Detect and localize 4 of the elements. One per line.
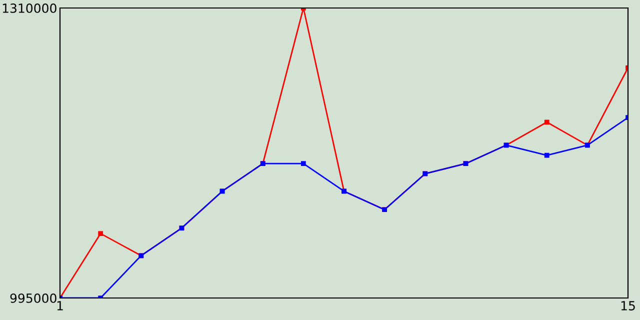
x-tick-label: 15 (621, 301, 635, 310)
y-tick-label: 995000 (10, 293, 56, 303)
x-tick-label: 1 (57, 301, 63, 310)
y-tick-label: 1310000 (2, 3, 56, 13)
